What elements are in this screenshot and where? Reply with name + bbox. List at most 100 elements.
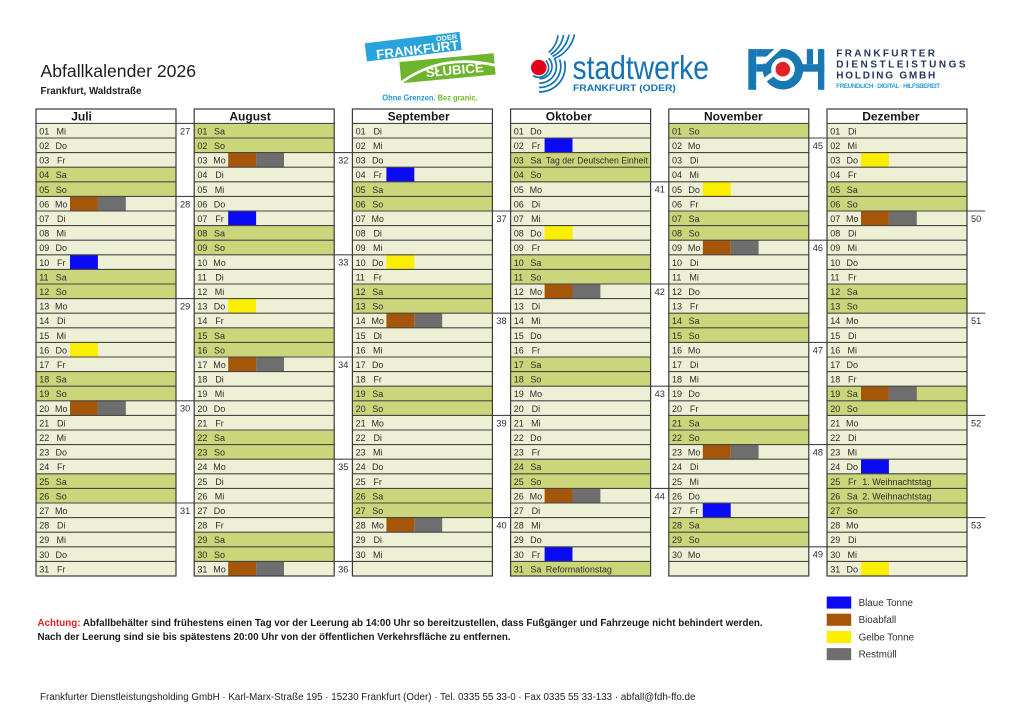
svg-text:Di: Di bbox=[57, 418, 66, 428]
svg-text:10: 10 bbox=[672, 258, 682, 268]
svg-text:09: 09 bbox=[830, 243, 840, 253]
svg-text:27: 27 bbox=[514, 506, 524, 516]
svg-text:Bioabfall: Bioabfall bbox=[859, 615, 897, 626]
svg-text:08: 08 bbox=[672, 229, 682, 239]
svg-text:27: 27 bbox=[356, 506, 366, 516]
svg-text:Fr: Fr bbox=[215, 214, 224, 224]
svg-text:Fr: Fr bbox=[532, 448, 541, 458]
svg-text:Do: Do bbox=[56, 550, 68, 560]
svg-text:Sa: Sa bbox=[689, 214, 700, 224]
svg-text:Do: Do bbox=[372, 360, 384, 370]
svg-text:Di: Di bbox=[848, 433, 857, 443]
svg-text:Di: Di bbox=[215, 170, 224, 180]
svg-text:Mi: Mi bbox=[57, 331, 67, 341]
svg-text:Mi: Mi bbox=[689, 477, 699, 487]
svg-text:33: 33 bbox=[338, 258, 348, 268]
svg-text:26: 26 bbox=[514, 491, 524, 501]
svg-text:46: 46 bbox=[813, 243, 823, 253]
svg-text:04: 04 bbox=[672, 170, 682, 180]
svg-text:Mo: Mo bbox=[371, 214, 384, 224]
svg-text:21: 21 bbox=[830, 418, 840, 428]
svg-text:12: 12 bbox=[672, 287, 682, 297]
svg-text:24: 24 bbox=[672, 462, 682, 472]
svg-text:Di: Di bbox=[690, 360, 699, 370]
svg-text:Mi: Mi bbox=[848, 345, 858, 355]
svg-text:50: 50 bbox=[971, 214, 981, 224]
svg-text:10: 10 bbox=[356, 258, 366, 268]
svg-text:Mo: Mo bbox=[846, 214, 859, 224]
svg-text:So: So bbox=[372, 506, 383, 516]
svg-text:21: 21 bbox=[39, 418, 49, 428]
svg-text:So: So bbox=[689, 229, 700, 239]
svg-text:Sa: Sa bbox=[372, 389, 383, 399]
svg-text:So: So bbox=[372, 302, 383, 312]
svg-text:Mi: Mi bbox=[689, 272, 699, 282]
svg-text:Mi: Mi bbox=[373, 141, 383, 151]
svg-text:31: 31 bbox=[180, 506, 190, 516]
svg-text:Fr: Fr bbox=[532, 550, 541, 560]
svg-text:Sa: Sa bbox=[530, 360, 541, 370]
svg-text:Sa: Sa bbox=[56, 272, 67, 282]
svg-text:20: 20 bbox=[830, 404, 840, 414]
svg-text:Mi: Mi bbox=[848, 141, 858, 151]
svg-text:24: 24 bbox=[39, 462, 49, 472]
svg-text:Mo: Mo bbox=[55, 199, 68, 209]
svg-text:11: 11 bbox=[672, 272, 681, 282]
svg-text:29: 29 bbox=[356, 535, 366, 545]
svg-text:So: So bbox=[214, 550, 225, 560]
svg-text:Fr: Fr bbox=[690, 199, 699, 209]
svg-text:November: November bbox=[704, 109, 763, 123]
svg-text:25: 25 bbox=[197, 477, 207, 487]
svg-text:Fr: Fr bbox=[690, 302, 699, 312]
svg-text:Mi: Mi bbox=[373, 243, 383, 253]
svg-text:01: 01 bbox=[830, 126, 840, 136]
svg-text:22: 22 bbox=[356, 433, 366, 443]
svg-text:Do: Do bbox=[56, 448, 68, 458]
svg-text:Sa: Sa bbox=[847, 185, 858, 195]
svg-text:Do: Do bbox=[847, 564, 859, 574]
svg-text:Di: Di bbox=[532, 506, 541, 516]
svg-text:So: So bbox=[530, 477, 541, 487]
svg-text:23: 23 bbox=[356, 448, 366, 458]
svg-text:Sa: Sa bbox=[847, 389, 858, 399]
svg-text:Do: Do bbox=[56, 243, 68, 253]
svg-text:Mo: Mo bbox=[530, 491, 543, 501]
svg-text:Do: Do bbox=[214, 404, 226, 414]
svg-text:19: 19 bbox=[672, 389, 682, 399]
svg-text:13: 13 bbox=[830, 302, 840, 312]
svg-text:Fr: Fr bbox=[215, 418, 224, 428]
svg-text:10: 10 bbox=[197, 258, 207, 268]
svg-text:16: 16 bbox=[830, 345, 840, 355]
svg-text:40: 40 bbox=[496, 521, 506, 531]
svg-text:07: 07 bbox=[672, 214, 682, 224]
svg-text:14: 14 bbox=[356, 316, 366, 326]
svg-text:Di: Di bbox=[532, 404, 541, 414]
svg-text:18: 18 bbox=[356, 375, 366, 385]
svg-text:52: 52 bbox=[971, 418, 981, 428]
svg-text:Do: Do bbox=[847, 258, 859, 268]
svg-text:20: 20 bbox=[514, 404, 524, 414]
svg-text:Do: Do bbox=[56, 141, 68, 151]
svg-text:25: 25 bbox=[39, 477, 49, 487]
svg-text:27: 27 bbox=[39, 506, 49, 516]
svg-text:Sa: Sa bbox=[372, 287, 383, 297]
svg-text:31: 31 bbox=[514, 564, 524, 574]
svg-text:10: 10 bbox=[39, 258, 49, 268]
svg-text:So: So bbox=[372, 404, 383, 414]
svg-text:So: So bbox=[689, 535, 700, 545]
svg-text:Sa: Sa bbox=[372, 185, 383, 195]
svg-text:Mi: Mi bbox=[373, 345, 383, 355]
svg-text:24: 24 bbox=[514, 462, 524, 472]
svg-text:Mo: Mo bbox=[688, 345, 701, 355]
svg-text:Fr: Fr bbox=[532, 141, 541, 151]
svg-text:25: 25 bbox=[356, 477, 366, 487]
svg-text:03: 03 bbox=[514, 156, 524, 166]
svg-text:Sa: Sa bbox=[847, 287, 858, 297]
svg-text:06: 06 bbox=[356, 199, 366, 209]
svg-text:04: 04 bbox=[356, 170, 366, 180]
svg-text:Di: Di bbox=[215, 477, 224, 487]
svg-text:21: 21 bbox=[514, 418, 524, 428]
svg-text:20: 20 bbox=[39, 404, 49, 414]
svg-text:18: 18 bbox=[197, 375, 207, 385]
svg-text:27: 27 bbox=[672, 506, 682, 516]
